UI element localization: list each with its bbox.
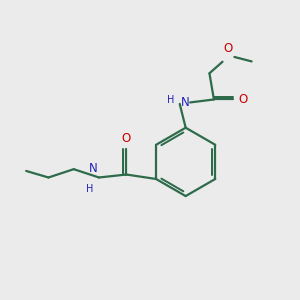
Text: H: H (167, 95, 174, 105)
Text: O: O (238, 93, 248, 106)
Text: H: H (86, 184, 93, 194)
Text: N: N (89, 162, 98, 175)
Text: O: O (223, 43, 232, 56)
Text: O: O (122, 132, 131, 145)
Text: N: N (181, 96, 190, 109)
